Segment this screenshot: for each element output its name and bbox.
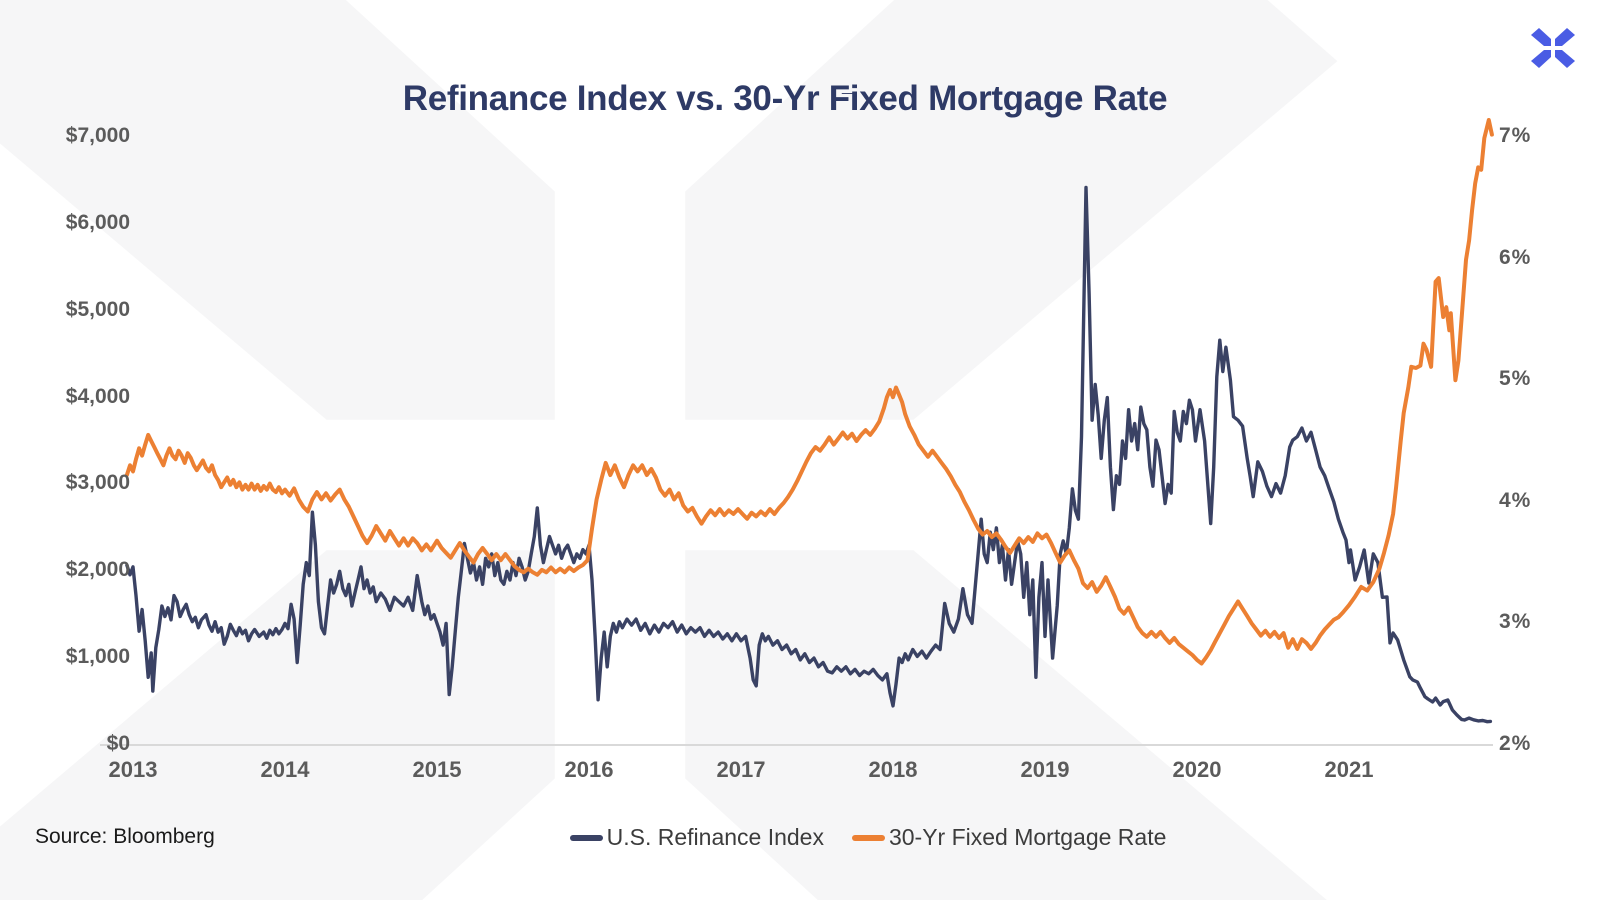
y-axis-label-right: 2% xyxy=(1499,732,1532,755)
title-underscore-mark: _ xyxy=(842,70,856,97)
y-axis-label-right: 3% xyxy=(1499,610,1532,634)
source-attribution: Source: Bloomberg xyxy=(35,825,215,848)
y-axis-label-right: 5% xyxy=(1499,367,1532,391)
y-axis-label-left: $7,000 xyxy=(65,124,130,147)
x-axis-label-year: 2018 xyxy=(868,757,918,782)
x-axis-label-year: 2015 xyxy=(412,757,462,782)
mortgage-rate-swatch-icon xyxy=(851,834,885,841)
y-axis-label-right: 4% xyxy=(1499,488,1532,512)
legend-label: 30-Yr Fixed Mortgage Rate xyxy=(888,824,1167,850)
legend-label: U.S. Refinance Index xyxy=(606,824,824,850)
y-axis-label-left: $4,000 xyxy=(65,384,130,408)
x-axis-label-year: 2014 xyxy=(260,757,310,782)
y-axis-label-left: $2,000 xyxy=(65,558,130,582)
y-axis-label-right: 7% xyxy=(1499,124,1532,147)
x-axis-label-year: 2020 xyxy=(1172,757,1222,782)
brand-logo-x-icon xyxy=(1531,28,1575,68)
x-axis-label-year: 2016 xyxy=(564,757,614,782)
watermark-x-glyph xyxy=(0,0,1337,900)
x-axis-label-year: 2013 xyxy=(108,757,158,782)
y-axis-label-right: 6% xyxy=(1499,245,1532,269)
y-axis-label-left: $3,000 xyxy=(65,471,130,495)
legend: U.S. Refinance Index 30-Yr Fixed Mortgag… xyxy=(0,824,1600,851)
legend-item-refinance-index: U.S. Refinance Index xyxy=(569,824,824,851)
legend-item-mortgage-rate: 30-Yr Fixed Mortgage Rate xyxy=(851,824,1167,851)
x-axis-label-year: 2017 xyxy=(716,757,766,782)
background-watermark-logo xyxy=(0,0,1370,900)
x-axis-label-year: 2019 xyxy=(1020,757,1070,782)
series-line-refinance-index xyxy=(125,185,1493,724)
y-axis-label-left: $6,000 xyxy=(65,210,130,234)
page-title: Refinance Index vs. 30-Yr Fixed Mortgage… xyxy=(402,79,1168,119)
y-axis-label-left: $0 xyxy=(106,732,130,755)
x-axis-label-year: 2021 xyxy=(1324,757,1374,782)
series-line-mortgage-rate xyxy=(124,118,1494,666)
y-axis-label-left: $1,000 xyxy=(65,645,130,669)
refinance-index-swatch-icon xyxy=(569,834,603,841)
y-axis-label-left: $5,000 xyxy=(65,297,130,321)
